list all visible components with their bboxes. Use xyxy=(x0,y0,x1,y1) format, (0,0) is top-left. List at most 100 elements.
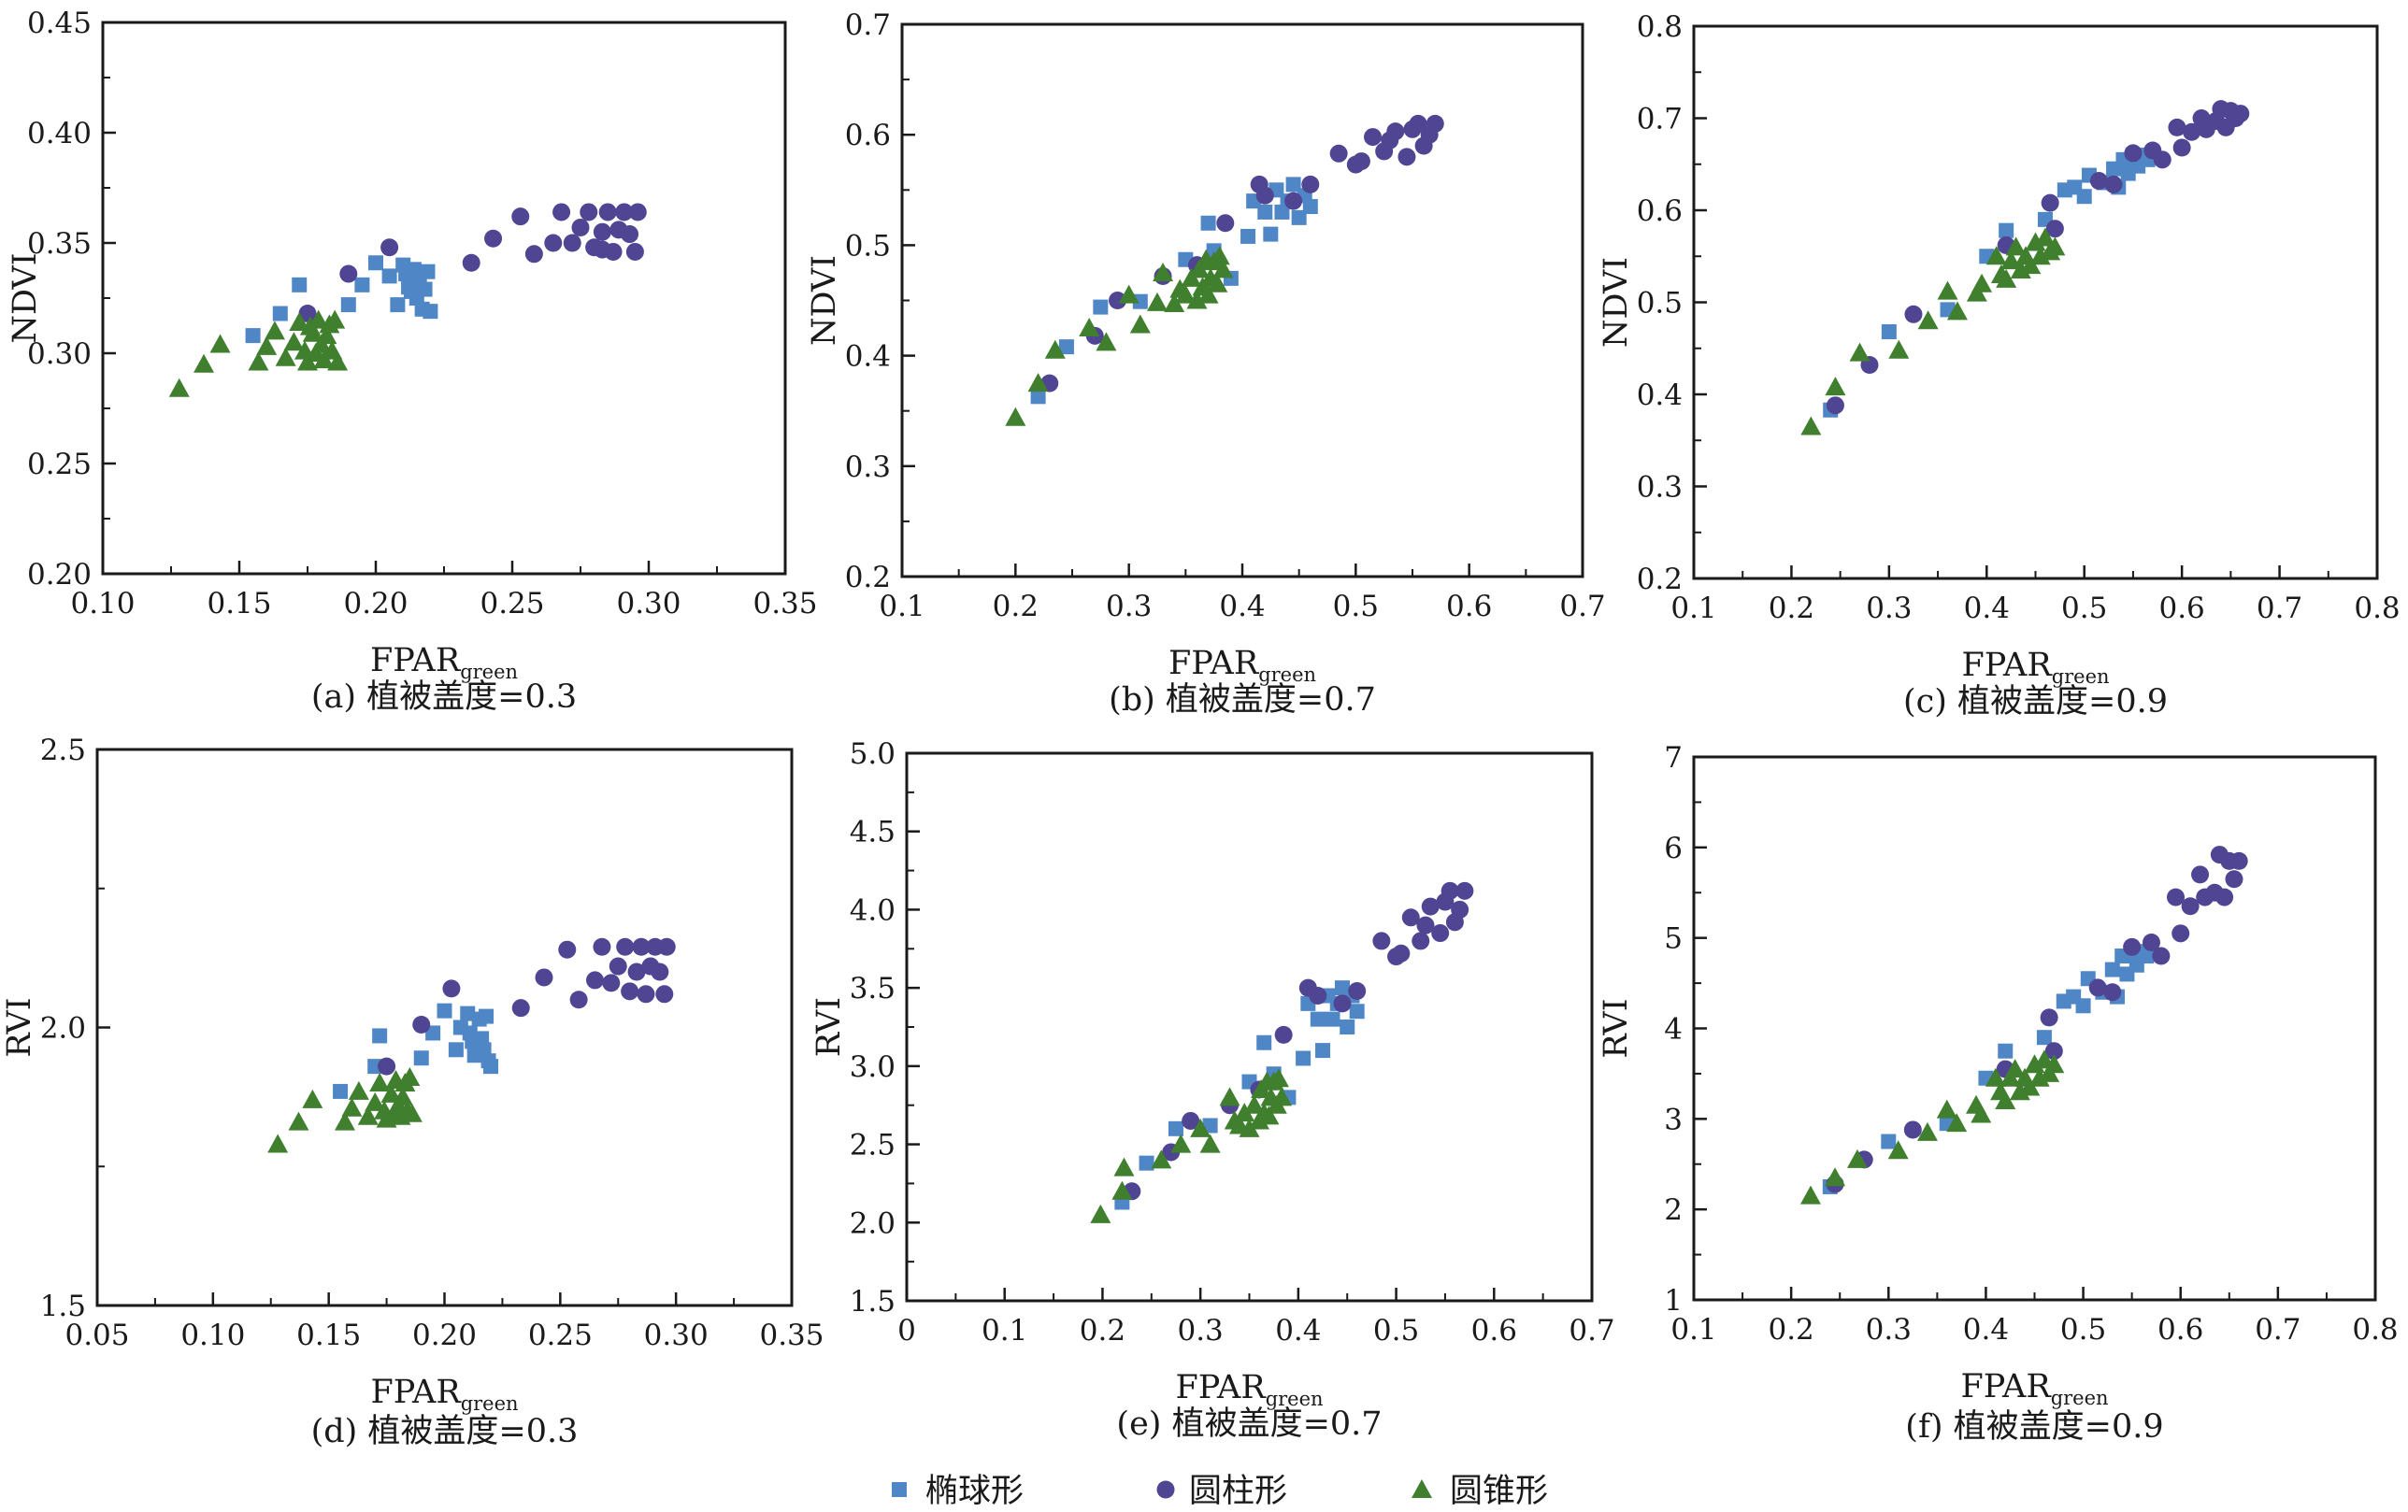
legend-label: 圆锥形 xyxy=(1450,1473,1548,1510)
point-cylinder xyxy=(569,991,588,1009)
chart-b: 0.1 0.2 0.3 0.4 0.5 0.6 0.70.20.30.40.50.60.7F… xyxy=(806,8,1606,719)
point-cone xyxy=(1027,373,1049,392)
point-ellipsoid xyxy=(460,1006,476,1021)
point-cylinder xyxy=(1426,114,1444,133)
y-axis-title: NDVI xyxy=(1598,257,1635,348)
point-cylinder xyxy=(571,218,590,236)
point-ellipsoid xyxy=(1302,199,1318,215)
point-ellipsoid xyxy=(1310,1011,1326,1027)
point-cone xyxy=(369,1073,391,1091)
point-cylinder xyxy=(2225,870,2243,889)
y-tick-label: 0.4 xyxy=(845,340,891,374)
point-cone xyxy=(1849,342,1870,362)
x-tick-label: 0.1 xyxy=(1670,592,1716,625)
point-cone xyxy=(1147,292,1168,311)
point-cylinder xyxy=(2172,924,2190,943)
point-cone xyxy=(264,321,285,340)
series-cylinder xyxy=(1123,881,1474,1201)
x-tick-label: 0.2 xyxy=(993,590,1039,623)
series-cone xyxy=(1090,1068,1293,1223)
point-cone xyxy=(1800,416,1822,435)
point-ellipsoid xyxy=(1285,177,1301,193)
x-tick-label: 0.7 xyxy=(2255,1313,2300,1347)
point-cylinder xyxy=(657,937,676,956)
x-tick-label: 0.7 xyxy=(1569,1314,1614,1348)
point-cylinder xyxy=(2124,144,2143,163)
point-cylinder xyxy=(2152,947,2171,965)
y-tick-label: 4.0 xyxy=(850,893,896,927)
series-cylinder xyxy=(298,203,647,323)
point-cone xyxy=(1268,1068,1289,1088)
point-ellipsoid xyxy=(413,1050,429,1066)
series-cone xyxy=(267,1067,423,1153)
point-cone xyxy=(348,1080,369,1100)
series-cone xyxy=(168,309,349,397)
point-cone xyxy=(1946,1113,1968,1133)
point-cylinder xyxy=(1826,396,1844,415)
x-axis-title-main: FPAR xyxy=(1960,1368,2052,1405)
point-cylinder xyxy=(2103,983,2122,1002)
y-tick-label: 5 xyxy=(1664,922,1683,956)
y-tick-label: 0.4 xyxy=(1637,378,1683,412)
point-cone xyxy=(1129,314,1151,334)
y-tick-label: 0.3 xyxy=(845,450,891,484)
chart-caption: (a) 植被盖度=0.3 xyxy=(311,678,577,716)
chart-caption: (f) 植被盖度=0.9 xyxy=(1905,1408,2163,1446)
legend-marker-cone xyxy=(1412,1479,1432,1498)
point-cylinder xyxy=(598,203,617,221)
point-cylinder xyxy=(1455,881,1474,900)
point-cylinder xyxy=(1416,916,1435,934)
x-tick-label: 0.5 xyxy=(1373,1314,1419,1348)
y-axis-title: RVI xyxy=(1598,998,1635,1058)
x-axis-title: FPARgreen xyxy=(370,642,518,683)
point-cone xyxy=(2044,236,2066,256)
y-tick-label: 0.20 xyxy=(27,558,92,592)
x-axis-title-main: FPAR xyxy=(1961,647,2053,684)
point-ellipsoid xyxy=(1349,1004,1365,1020)
point-cone xyxy=(1207,273,1228,292)
x-axis-title-sub: green xyxy=(2052,665,2110,688)
point-cylinder xyxy=(2215,888,2234,906)
point-cylinder xyxy=(1398,148,1416,166)
point-cylinder xyxy=(1372,932,1391,950)
x-axis-title: FPARgreen xyxy=(1168,645,1316,686)
point-ellipsoid xyxy=(1256,1034,1272,1050)
x-tick-label: 0.1 xyxy=(1670,1313,1716,1347)
plot-frame xyxy=(101,21,787,576)
point-cylinder xyxy=(615,203,634,221)
point-ellipsoid xyxy=(333,1083,349,1099)
chart-caption: (e) 植被盖度=0.7 xyxy=(1116,1405,1382,1443)
chart-caption: (b) 植被盖度=0.7 xyxy=(1109,681,1376,719)
point-cylinder xyxy=(628,203,647,221)
y-tick-label: 1.5 xyxy=(850,1285,896,1319)
point-cone xyxy=(1219,1087,1240,1106)
series-cylinder xyxy=(378,937,676,1076)
y-tick-label: 1 xyxy=(1664,1284,1683,1318)
point-cylinder xyxy=(1182,1111,1200,1130)
y-tick-label: 3.5 xyxy=(850,972,896,1006)
x-tick-label: 0.3 xyxy=(1106,590,1152,623)
point-cone xyxy=(335,1111,356,1131)
point-cylinder xyxy=(2088,978,2107,997)
point-cone xyxy=(275,347,296,366)
point-cylinder xyxy=(616,937,635,956)
point-ellipsoid xyxy=(1296,1050,1312,1066)
point-cylinder xyxy=(442,979,461,998)
point-ellipsoid xyxy=(1315,1043,1331,1059)
y-tick-label: 0.7 xyxy=(845,8,891,42)
point-cone xyxy=(1234,1103,1255,1122)
point-cone xyxy=(1985,246,2007,265)
point-ellipsoid xyxy=(245,328,261,344)
x-tick-label: 0.5 xyxy=(1333,590,1379,623)
point-cone xyxy=(1044,339,1066,359)
point-cylinder xyxy=(2089,171,2108,190)
point-cylinder xyxy=(2191,865,2210,884)
point-cylinder xyxy=(1274,1025,1293,1044)
point-cylinder xyxy=(2040,1008,2058,1027)
point-cylinder xyxy=(1409,114,1427,133)
series-ellipsoid xyxy=(333,1003,499,1099)
x-tick-label: 0.8 xyxy=(2352,1313,2398,1347)
point-cylinder xyxy=(1333,994,1352,1013)
point-cone xyxy=(2043,1054,2065,1074)
point-cone xyxy=(324,309,346,329)
